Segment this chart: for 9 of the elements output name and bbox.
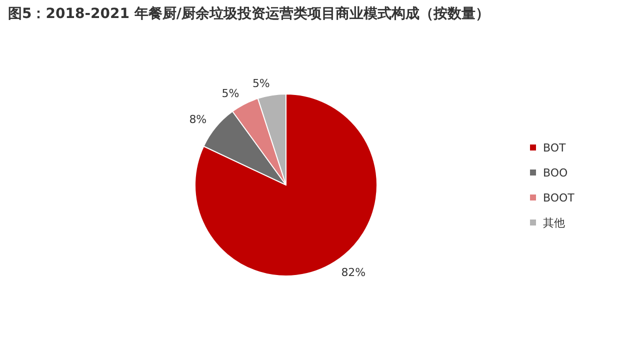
data-label: 5% — [252, 77, 270, 90]
legend-label: BOO — [543, 166, 568, 180]
legend-label: BOT — [543, 141, 566, 154]
data-label: 82% — [341, 266, 366, 279]
legend-label: BOOT — [543, 191, 575, 204]
data-label: 8% — [189, 113, 207, 126]
legend-label: 其他 — [543, 216, 565, 230]
data-label: 5% — [222, 87, 240, 100]
chart-title: 图5：2018-2021 年餐厨/厨余垃圾投资运营类项目商业模式构成（按数量） — [8, 5, 490, 22]
